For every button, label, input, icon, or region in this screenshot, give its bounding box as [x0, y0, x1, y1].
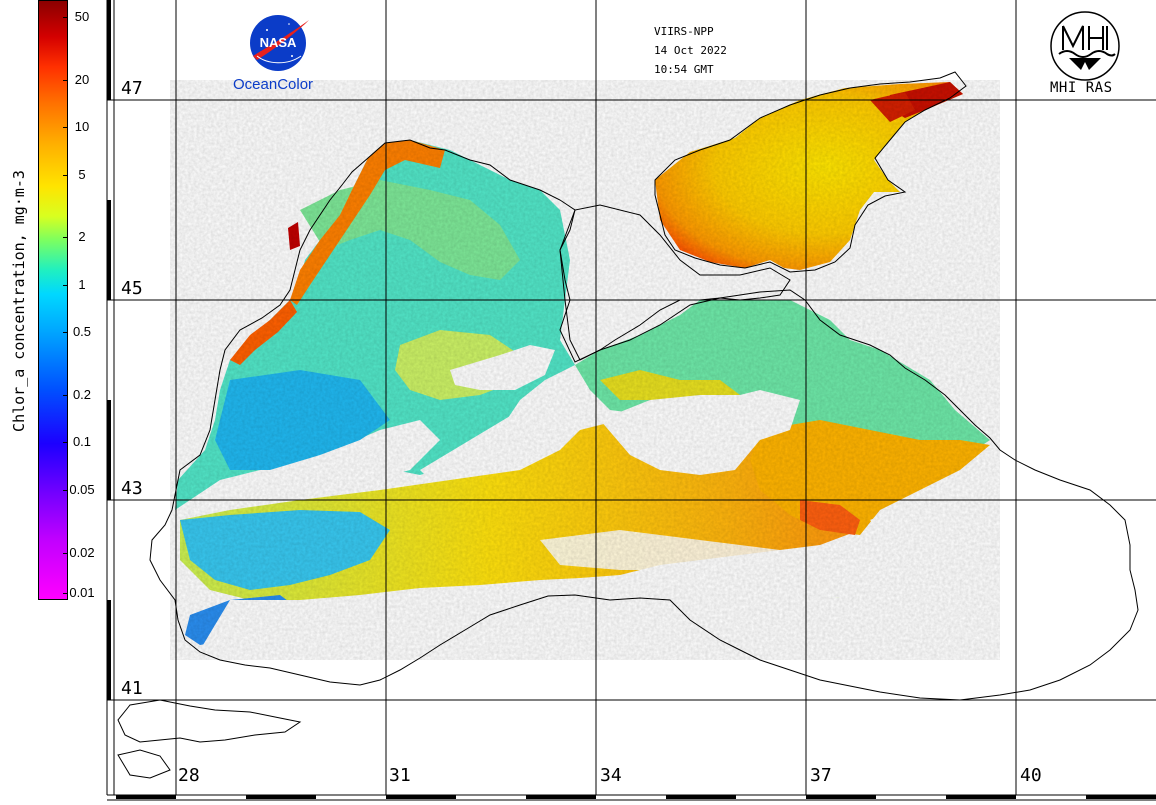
lon-label-28: 28 — [178, 765, 200, 786]
lon-label-31: 31 — [389, 765, 411, 786]
lon-label-37: 37 — [810, 765, 832, 786]
mhi-ras-caption: MHI RAS — [1050, 80, 1113, 96]
oceancolor-caption: OceanColor — [233, 76, 314, 93]
lon-label-34: 34 — [600, 765, 622, 786]
crimea-coastline — [559, 204, 791, 361]
colorbar-tick-label: 0.05 — [63, 481, 96, 497]
colorbar-tick-label: 0.01 — [63, 585, 96, 600]
colorbar-tick-label: 50 — [63, 9, 96, 24]
colorbar-title: Chlor_a concentration, mg·m-3 — [10, 170, 28, 432]
nasa-wordmark: NASA — [260, 35, 297, 50]
azov-coastline — [654, 71, 967, 273]
colorbar-tick-label: 0.2 — [63, 387, 96, 402]
bottom-scale-bar — [107, 794, 1156, 801]
marmara-coastline — [117, 699, 302, 743]
colorbar-tick-label: 0.5 — [63, 325, 96, 340]
colorbar-tick-label: 5 — [63, 167, 96, 182]
colorbar-tick-label: 1 — [63, 277, 96, 292]
nasa-logo: NASA — [250, 15, 309, 71]
image-header: VIIRS-NPP 14 Oct 2022 10:54 GMT — [654, 22, 727, 79]
colorbar-tick-label: 10 — [63, 120, 96, 135]
lon-label-40: 40 — [1020, 765, 1042, 786]
lat-label-47: 47 — [120, 78, 144, 99]
colorbar-tick-label: 0.1 — [63, 435, 96, 450]
lat-label-43: 43 — [120, 478, 144, 499]
date-label: 14 Oct 2022 — [654, 44, 727, 57]
lat-label-45: 45 — [120, 278, 144, 299]
colorbar-tick-label: 2 — [63, 230, 96, 245]
lat-lon-grid — [107, 0, 1156, 795]
colorbar-gradient — [38, 0, 68, 600]
aegean-fragment — [117, 749, 171, 779]
black-sea-coastline — [149, 139, 1139, 701]
pixel-texture — [170, 80, 1000, 660]
colorbar-tick-label: 20 — [63, 72, 96, 87]
mhi-ras-logo — [1050, 11, 1120, 81]
colorbar-tick-label: 0.02 — [63, 544, 96, 560]
sensor-label: VIIRS-NPP — [654, 25, 714, 38]
lat-label-41: 41 — [120, 678, 144, 699]
left-scale-bar — [106, 0, 115, 795]
time-label: 10:54 GMT — [654, 63, 714, 76]
